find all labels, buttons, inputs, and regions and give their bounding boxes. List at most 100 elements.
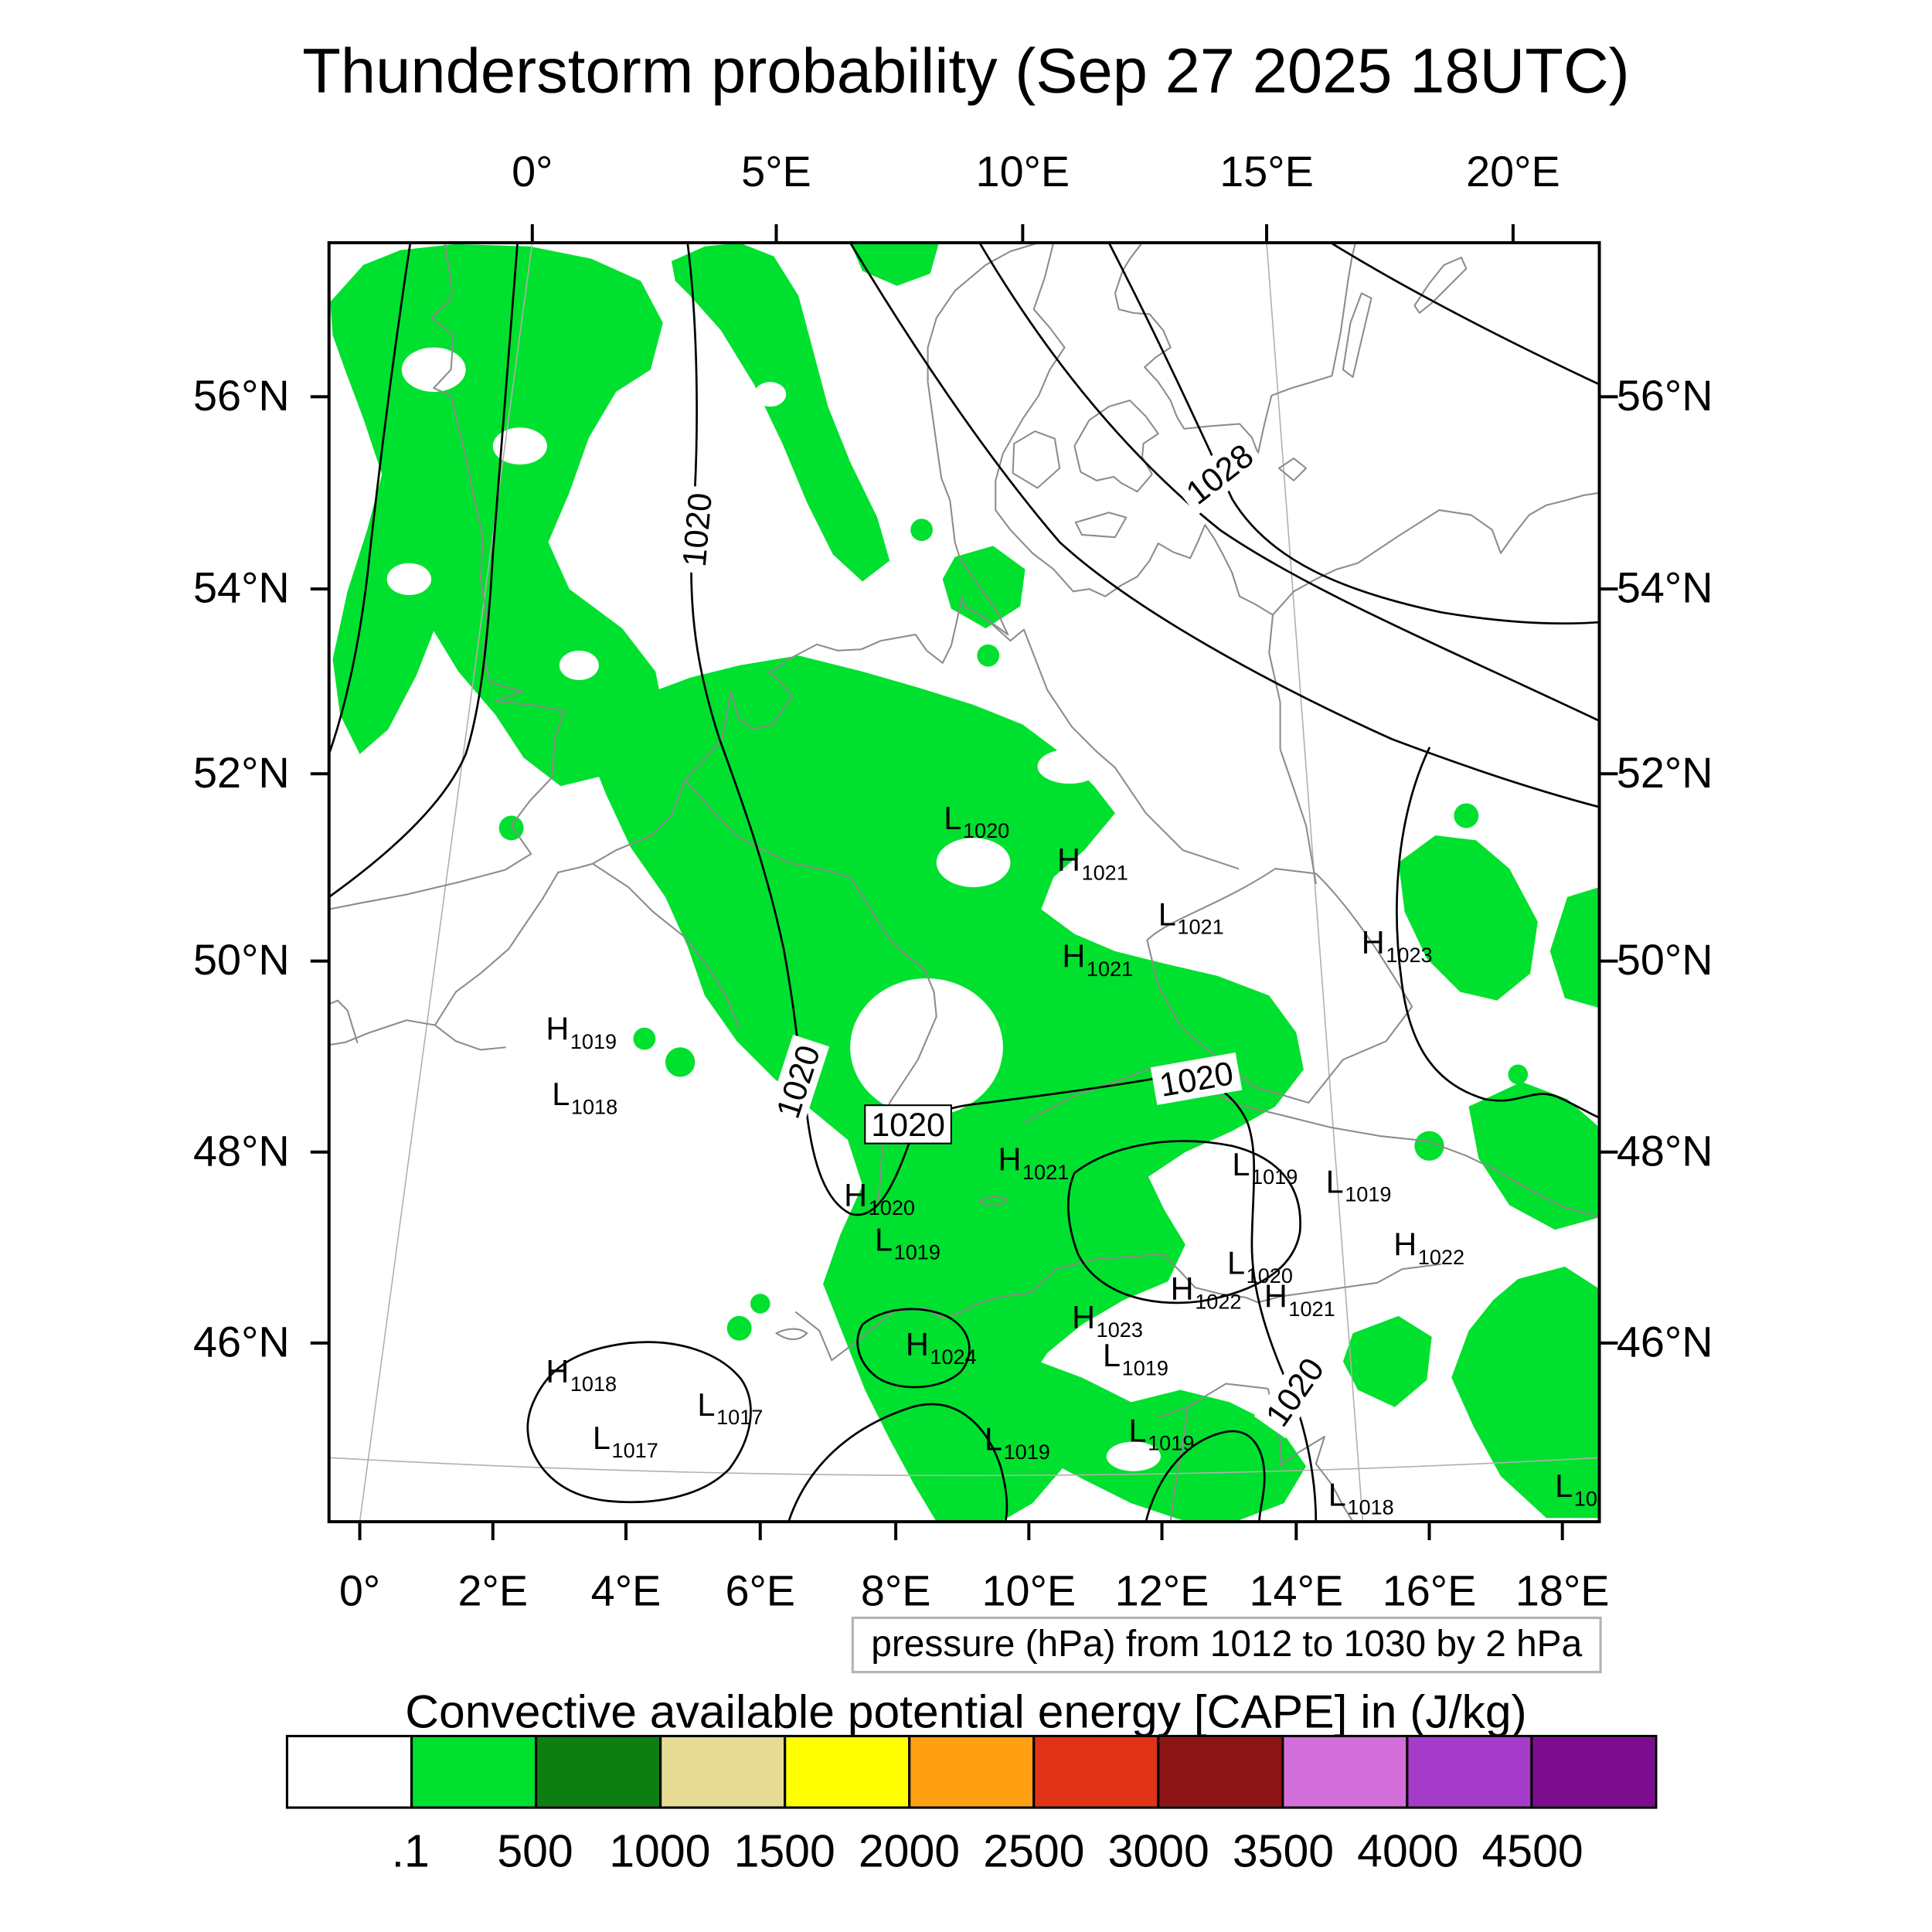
cape-region [1508,1064,1529,1085]
colorbar-segment [1157,1737,1282,1807]
colorbar-tick-label: 4000 [1357,1825,1459,1877]
isobar [1396,747,1600,1119]
cape-region [665,1047,696,1077]
river-danube [1024,1066,1600,1219]
axis-label-bottom: 4°E [590,1567,662,1616]
cape-region [726,1315,752,1341]
coast-northsea [557,243,1040,873]
cape-region [1549,886,1600,1009]
axis-label-left: 56°N [192,372,290,420]
axis-label-right: 56°N [1616,372,1713,420]
isobar [1067,1140,1301,1304]
isobar-1020 [686,243,1318,1522]
axis-label-bottom: 14°E [1249,1567,1344,1616]
coast-sweden [1114,243,1356,454]
lake-constance [978,1196,1009,1206]
cape-region [1398,835,1538,1001]
cape-region [1414,1131,1444,1161]
colorbar-segment [288,1737,410,1807]
axis-label-left: 50°N [192,936,290,985]
coast-jutland-east [995,243,1600,616]
island-zealand [1073,400,1159,493]
colorbar-segment [534,1737,660,1807]
colorbar-tick-label: 4500 [1481,1825,1583,1877]
colorbar-tick-label: 3500 [1232,1825,1335,1877]
isobar-label: 1020 [674,485,720,575]
cape-region [750,1294,770,1314]
coast-france [328,871,560,1046]
isobar [1329,243,1600,386]
map-frame [327,241,1601,1524]
coast-cotentin [328,999,359,1043]
island-bornholm [1277,457,1308,481]
axis-label-left: 52°N [192,749,290,798]
colorbar [285,1734,1658,1809]
colorbar-tick-label: 2500 [983,1825,1085,1877]
cape-region [671,243,890,582]
axis-label-top: 5°E [741,148,811,196]
isobar [1145,1430,1266,1522]
cape-region [977,644,1000,667]
pressure-caption: pressure (hPa) from 1012 to 1030 by 2 hP… [851,1616,1602,1674]
axis-label-bottom: 16°E [1382,1567,1477,1616]
svg-text:1020: 1020 [871,1107,945,1144]
isobar-label: 1020 [1150,1052,1243,1105]
colorbar-title: Convective available potential energy [C… [405,1686,1527,1739]
svg-text:1020: 1020 [676,492,719,569]
isobar-label: 1020 [864,1104,952,1145]
axis-label-right: 48°N [1616,1127,1713,1176]
colorbar-segment [1530,1737,1655,1807]
axis-label-bottom: 6°E [725,1567,796,1616]
colorbar-segment [1281,1737,1406,1807]
axis-label-right: 54°N [1616,564,1713,613]
isobar [856,1308,971,1389]
axis-label-bottom: 2°E [457,1567,529,1616]
axis-label-right: 50°N [1616,936,1713,985]
colorbar-tick-label: .1 [391,1825,430,1877]
axis-label-top: 15°E [1219,148,1314,196]
river-oder [1268,614,1317,885]
axis-label-top: 0° [512,148,553,196]
border-czech [1146,868,1413,1104]
cape-region [633,1027,656,1050]
lake-geneva [775,1328,808,1341]
cape-region [1342,1315,1432,1407]
border-benelux [591,862,740,1030]
island-gotland [1413,257,1468,315]
island-fyn [1012,430,1061,489]
page-title: Thunderstorm probability (Sep 27 2025 18… [302,36,1630,107]
colorbar-segment [410,1737,535,1807]
coast-adriatic [1157,1383,1354,1522]
isobar [328,243,519,899]
cape-region [1468,1081,1600,1230]
axis-label-top: 20°E [1466,148,1560,196]
river-rhine [684,779,937,1201]
colorbar-segment [659,1737,784,1807]
coastline-layer [328,243,1600,1522]
graticule-layer [328,243,1600,1522]
axis-label-bottom: 0° [338,1567,381,1616]
axis-label-bottom: 10°E [981,1567,1077,1616]
colorbar-tick-label: 1000 [609,1825,711,1877]
isobar [849,243,1600,808]
cape-region [850,243,939,286]
river-elbe [985,617,1240,870]
isobar [978,243,1600,723]
cape-hole-layer [386,347,1161,1471]
axis-label-bottom: 18°E [1515,1567,1610,1616]
axis-label-right: 52°N [1616,749,1713,798]
colorbar-tick-label: 2000 [858,1825,961,1877]
isobar [526,1341,752,1503]
river-seine [434,1024,506,1051]
axis-label-bottom: 8°E [860,1567,931,1616]
coast-italy [1169,1406,1189,1522]
pressure-center-h: H1023 [1362,924,1433,967]
isobar [787,1403,1009,1522]
cape-region [942,546,1026,629]
colorbar-segment [908,1737,1033,1807]
axis-label-bottom: 12°E [1114,1567,1209,1616]
colorbar-labels: .1 500 1000 1500 2000 2500 3000 3500 4000 4500 [0,1826,1932,1888]
